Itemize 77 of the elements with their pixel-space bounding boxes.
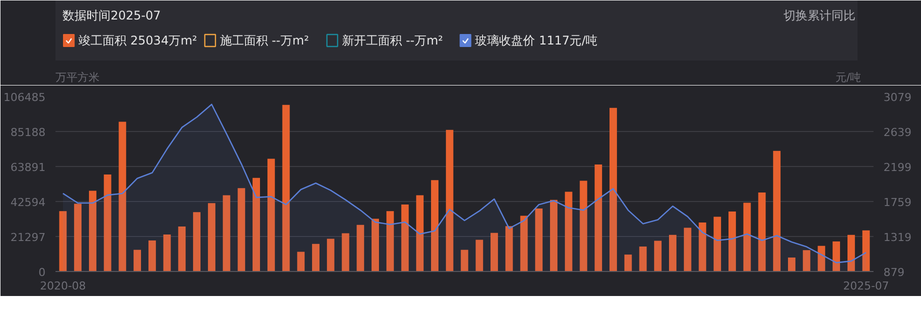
bar	[342, 233, 350, 272]
y2-tick-label: 2639	[884, 126, 912, 139]
bar	[104, 174, 112, 272]
bar	[356, 224, 364, 272]
y-tick-label: 21297	[10, 231, 46, 244]
y2-tick-label: 1759	[884, 196, 912, 209]
bar	[564, 192, 572, 272]
bar	[446, 130, 454, 272]
bar	[862, 230, 870, 272]
bar	[193, 212, 201, 272]
legend-label: 新开工面积 --万m²	[342, 34, 444, 48]
bar	[74, 204, 82, 272]
bar	[610, 108, 617, 272]
bar	[847, 234, 855, 272]
bar	[550, 200, 558, 272]
bar	[178, 226, 186, 272]
bar	[714, 216, 722, 272]
bar	[669, 234, 676, 272]
bar	[743, 202, 751, 272]
y2-tick-label: 879	[884, 266, 904, 279]
x-tick-label: 2020-08	[40, 280, 86, 292]
bar	[802, 250, 810, 272]
bar	[788, 258, 796, 272]
bar	[490, 232, 498, 272]
bar	[728, 212, 736, 272]
bar	[580, 180, 588, 272]
chart-title: 数据时间2025-07	[62, 8, 161, 22]
y-tick-label: 106485	[4, 91, 46, 104]
y-tick-label: 85188	[10, 126, 46, 139]
bar	[148, 240, 156, 272]
legend-label: 施工面积 --万m²	[220, 34, 310, 48]
bar	[832, 241, 840, 272]
bar	[208, 203, 216, 272]
bar	[594, 164, 602, 272]
bar	[654, 240, 662, 272]
y2-tick-label: 3079	[884, 91, 912, 104]
bar	[698, 222, 706, 272]
bar	[639, 246, 647, 272]
legend-label: 玻璃收盘价 1117元/吨	[475, 34, 598, 48]
y-tick-label: 63891	[10, 161, 46, 174]
bar	[326, 238, 334, 272]
bar	[59, 211, 67, 272]
text: 切换累计同比	[784, 8, 856, 22]
bar	[431, 180, 438, 272]
y-axis-title: 万平方米	[56, 71, 100, 84]
bar	[460, 250, 468, 272]
bar	[118, 122, 126, 272]
bar	[758, 192, 766, 272]
bar	[372, 218, 379, 272]
y-tick-label: 42594	[10, 196, 46, 209]
bar	[252, 178, 260, 272]
bar	[88, 190, 96, 272]
y-tick-label: 0	[38, 266, 46, 279]
bar	[401, 204, 409, 272]
bar	[163, 234, 171, 272]
bar	[222, 195, 230, 272]
bar	[312, 244, 320, 272]
bar	[520, 216, 528, 272]
bar	[267, 158, 275, 272]
bar	[624, 254, 632, 272]
bar	[818, 246, 826, 272]
bar	[134, 250, 142, 272]
bar	[297, 252, 305, 272]
bar	[386, 211, 394, 272]
bar	[476, 240, 484, 272]
x-tick-label: 2025-07	[843, 280, 890, 292]
y2-tick-label: 1319	[884, 231, 912, 244]
y2-tick-label: 2199	[884, 161, 912, 174]
bar	[535, 208, 543, 272]
y2-axis-title: 元/吨	[835, 71, 862, 84]
legend-label: 竣工面积 25034万m²	[78, 34, 198, 48]
bar	[416, 195, 424, 272]
bar	[238, 188, 246, 272]
bar	[684, 228, 692, 272]
bar	[773, 150, 781, 272]
bar	[282, 104, 290, 272]
bar	[505, 226, 513, 272]
